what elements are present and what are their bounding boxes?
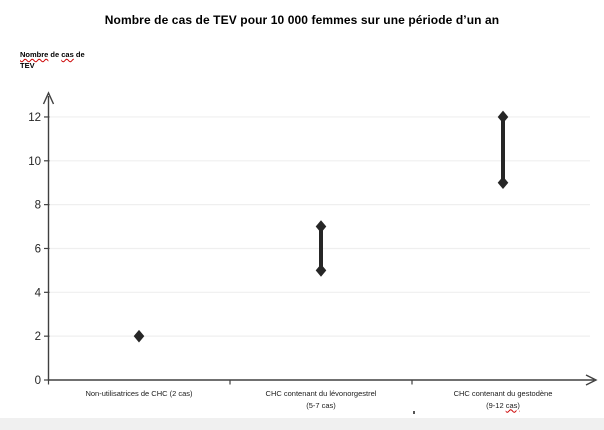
data-point-diamond [315, 220, 327, 233]
y-axis-tick-label: 4 [35, 287, 42, 299]
x-category-label-line2: (5-7 cas) [221, 400, 421, 412]
data-point-diamond [133, 329, 145, 343]
x-category-label-line1: CHC contenant du lévonorgestrel [265, 389, 377, 398]
y-axis-label-line2: TEV [20, 61, 35, 70]
y-axis-label-line1: Nombre de cas de [20, 49, 120, 60]
x-category-label: CHC contenant du lévonorgestrel (5-7 cas) [221, 388, 421, 411]
label-text: (5-7 cas) [306, 400, 336, 410]
chart-title: Nombre de cas de TEV pour 10 000 femmes … [104, 13, 500, 27]
label-text: de [48, 50, 62, 59]
x-category-label: Non-utilisatrices de CHC (2 cas) [39, 388, 239, 400]
misspelled-word: cas) [505, 400, 520, 410]
page-edge-strip [0, 418, 604, 430]
stray-period-mark [413, 411, 415, 414]
data-point-diamond [497, 176, 509, 190]
label-text: (9-12 [486, 400, 506, 410]
y-axis-tick-label: 6 [35, 243, 41, 255]
y-axis-label: Nombre de cas de TEV [20, 49, 120, 71]
x-axis-arrow-icon [585, 374, 598, 386]
y-axis-tick-label: 0 [35, 375, 41, 387]
y-axis-arrow-icon [42, 91, 55, 105]
misspelled-word: cas [61, 50, 74, 59]
x-category-label: CHC contenant du gestodène (9-12 cas) [403, 388, 603, 411]
y-axis-tick-label: 10 [28, 156, 41, 168]
y-axis-tick-label: 12 [28, 112, 41, 124]
y-axis-tick-label: 2 [35, 331, 41, 343]
label-text: de [73, 50, 85, 59]
data-point-diamond [497, 110, 509, 124]
x-category-label-line1: Non-utilisatrices de CHC (2 cas) [85, 389, 193, 398]
x-category-label-line1: CHC contenant du gestodène [453, 389, 553, 398]
data-point-diamond [315, 264, 327, 277]
misspelled-word: Nombre [20, 50, 49, 59]
y-axis-tick-label: 8 [35, 200, 41, 212]
x-category-label-line2: (9-12 cas) [403, 400, 603, 412]
